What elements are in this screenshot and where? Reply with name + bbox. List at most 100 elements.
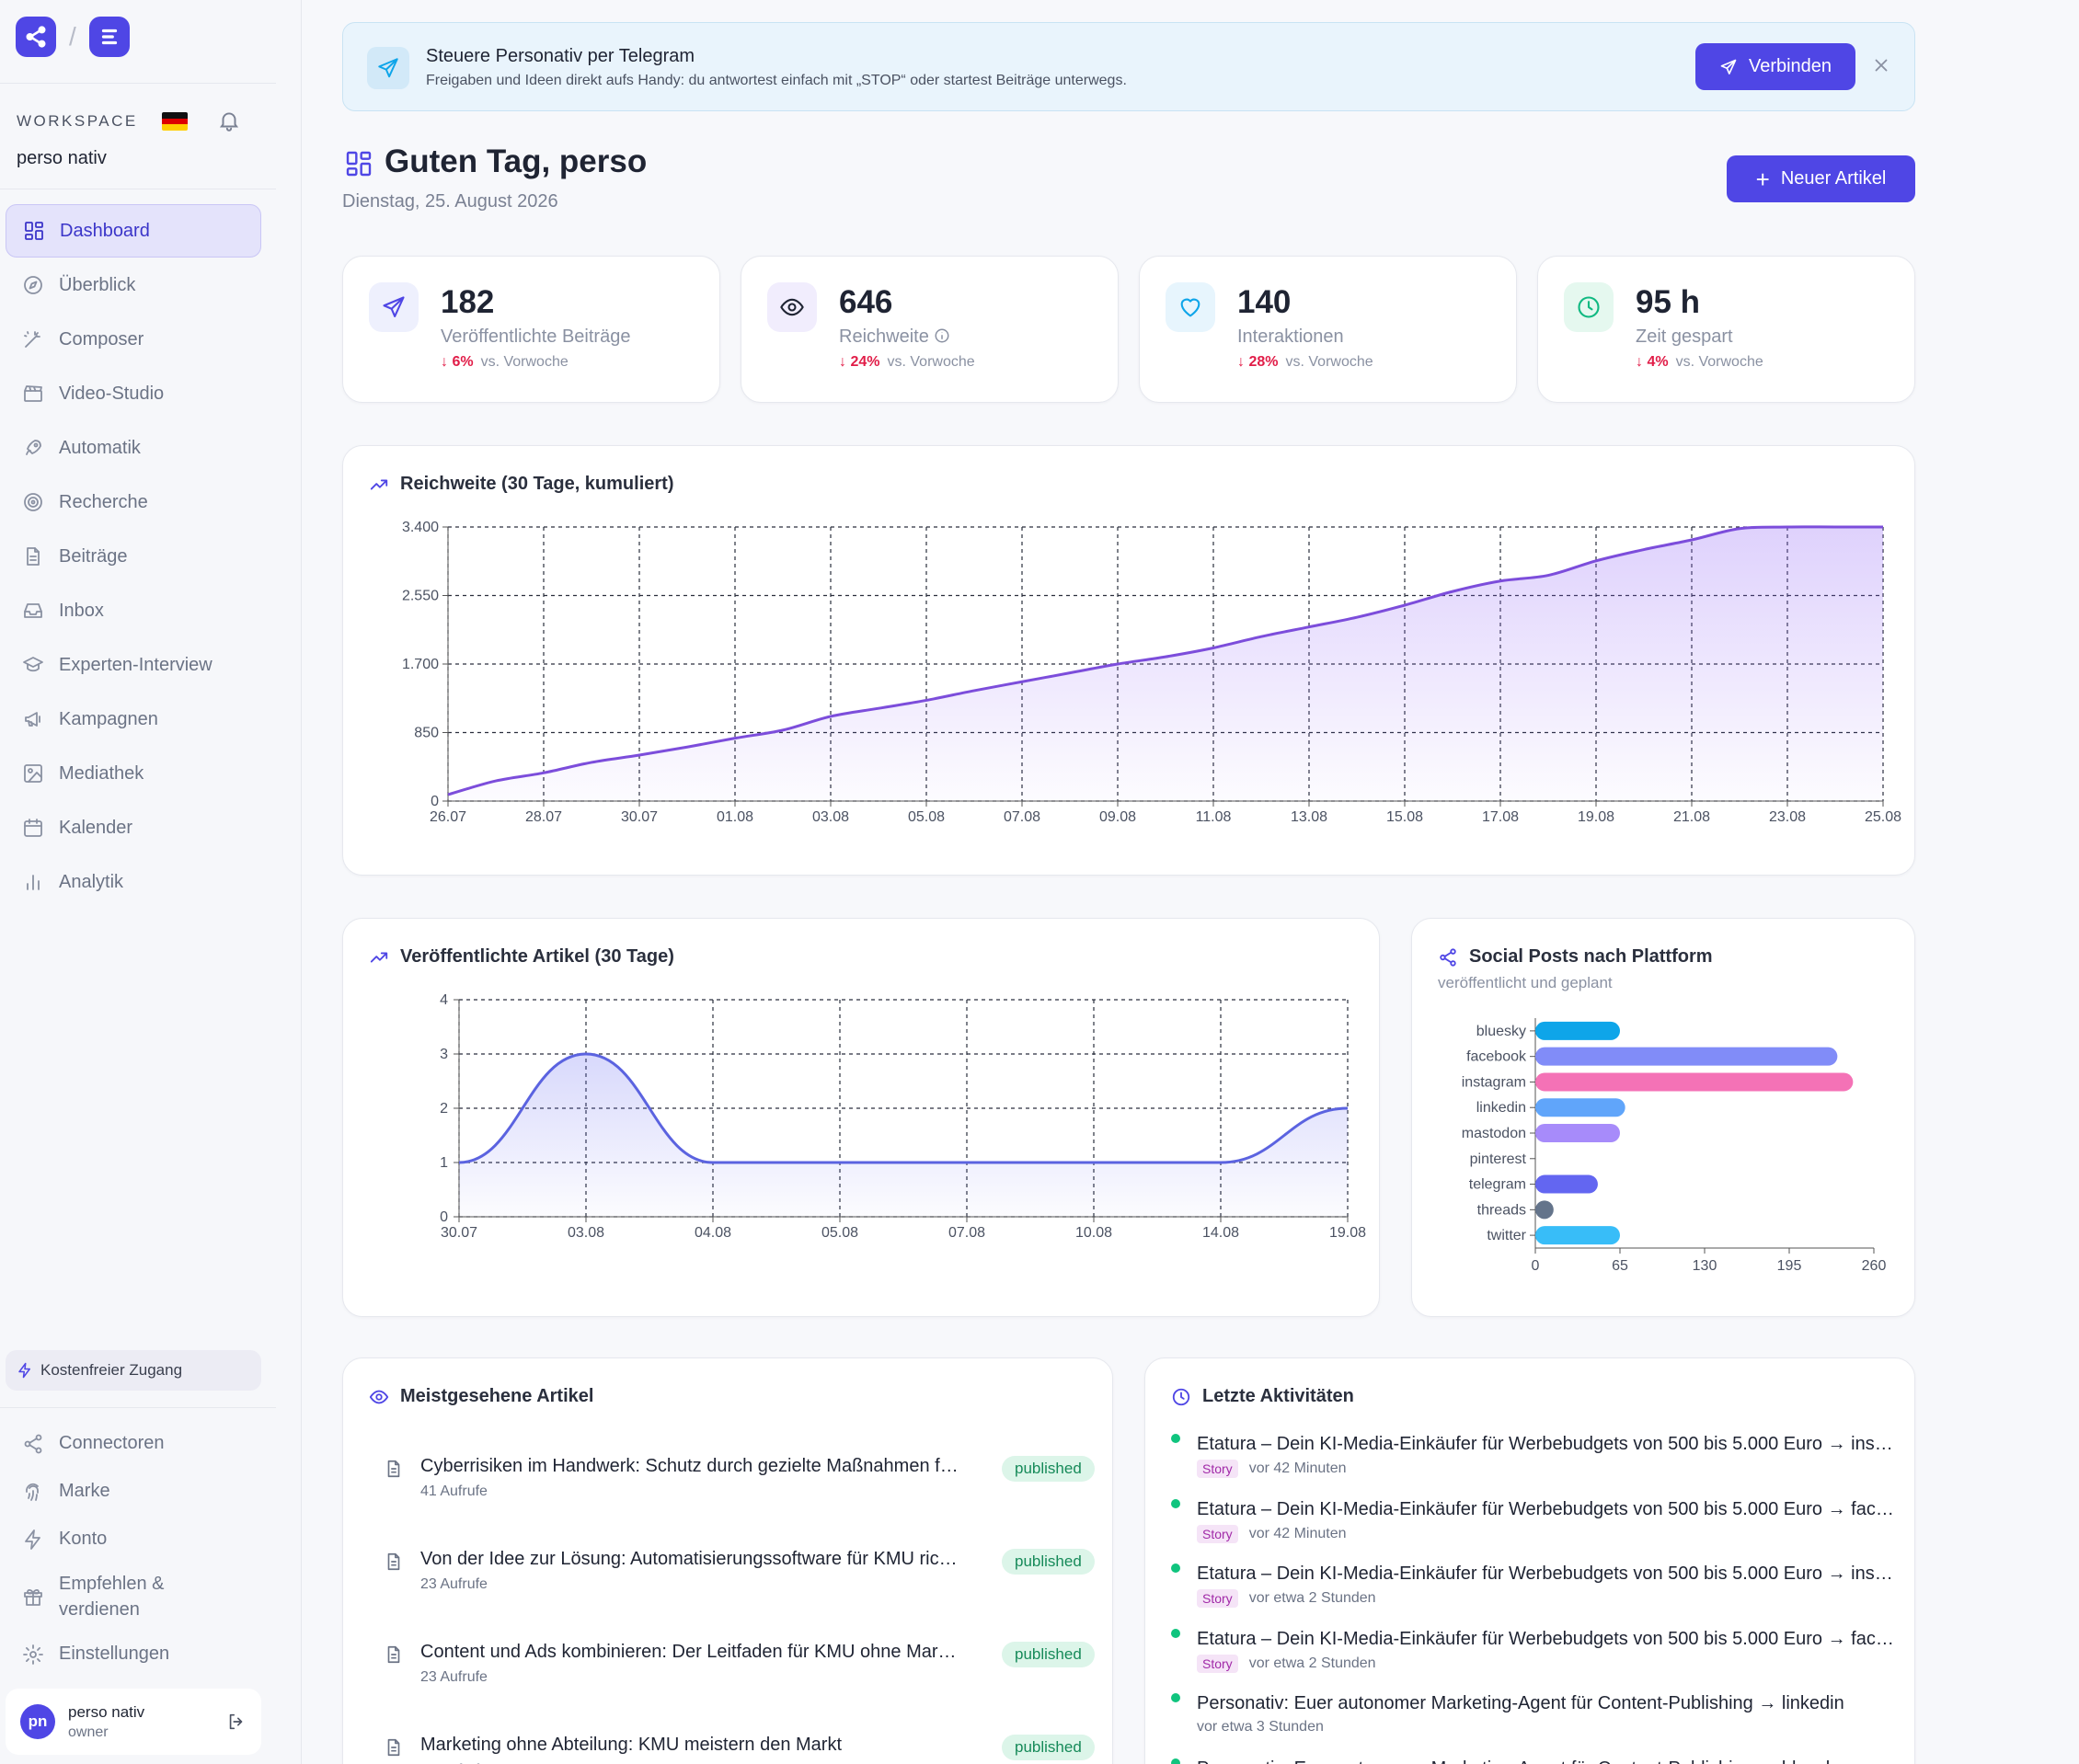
info-icon[interactable] bbox=[934, 327, 950, 344]
activity-time: vor etwa 3 Stunden bbox=[1197, 1719, 1324, 1735]
connect-telegram-button[interactable]: Verbinden bbox=[1695, 43, 1855, 90]
activity-item[interactable]: Etatura – Dein KI-Media-Einkäufer für We… bbox=[1171, 1494, 1907, 1558]
y-tick-label: 2.550 bbox=[402, 589, 439, 604]
nav-item-konto[interactable]: Konto bbox=[6, 1516, 261, 1563]
logout-icon[interactable] bbox=[226, 1712, 247, 1732]
nav-item-video-studio[interactable]: Video-Studio bbox=[6, 367, 261, 420]
x-tick-label: 07.08 bbox=[948, 1225, 985, 1241]
y-tick-label: 3.400 bbox=[402, 520, 439, 535]
reach-chart-title: Reichweite (30 Tage, kumuliert) bbox=[400, 474, 674, 494]
status-dot bbox=[1171, 1498, 1180, 1508]
user-card[interactable]: pn perso nativ owner bbox=[6, 1689, 261, 1755]
user-name: perso nativ bbox=[68, 1702, 145, 1721]
nav-item-dashboard[interactable]: Dashboard bbox=[6, 204, 261, 258]
nav-item-automatik[interactable]: Automatik bbox=[6, 421, 261, 475]
nav-item-überblick[interactable]: Überblick bbox=[6, 258, 261, 312]
app-logo-icon[interactable] bbox=[88, 17, 130, 57]
kpi-value: 182 bbox=[441, 284, 495, 320]
x-tick-label: 19.08 bbox=[1578, 809, 1614, 825]
status-dot bbox=[1171, 1693, 1180, 1703]
kpi-icon-badge bbox=[767, 282, 817, 332]
sidebar: / WORKSPACE perso nativ Dashboard Überbli… bbox=[0, 0, 302, 1764]
activity-text: Etatura – Dein KI-Media-Einkäufer für We… bbox=[1197, 1628, 1896, 1649]
new-article-button[interactable]: + Neuer Artikel bbox=[1727, 155, 1915, 202]
articles-chart-title: Veröffentlichte Artikel (30 Tage) bbox=[400, 946, 674, 967]
activity-time: vor etwa 2 Stunden bbox=[1248, 1590, 1376, 1607]
articles-area bbox=[459, 1054, 1348, 1217]
kpi-card: 95 h Zeit gespart ↓ 4% vs. Vorwoche bbox=[1537, 256, 1915, 403]
x-tick-label: 30.07 bbox=[621, 809, 658, 825]
nav-item-empfehlen-verdienen[interactable]: Empfehlen & verdienen bbox=[6, 1564, 261, 1630]
image-icon bbox=[24, 764, 42, 783]
article-row[interactable]: Von der Idee zur Lösung: Automatisierung… bbox=[369, 1543, 1095, 1635]
bell-icon[interactable] bbox=[217, 109, 241, 132]
nav-item-label: Analytik bbox=[59, 871, 124, 892]
activity-text: Etatura – Dein KI-Media-Einkäufer für We… bbox=[1197, 1434, 1896, 1454]
platform-chart-title: Social Posts nach Plattform bbox=[1469, 946, 1713, 967]
file-icon bbox=[27, 547, 40, 566]
workspace-name[interactable]: perso nativ bbox=[17, 148, 107, 168]
wand-icon bbox=[24, 331, 40, 348]
y-tick-label: 0 bbox=[431, 794, 439, 809]
x-tick-label: 11.08 bbox=[1196, 809, 1232, 825]
activity-text: Etatura – Dein KI-Media-Einkäufer für We… bbox=[1197, 1564, 1896, 1585]
y-tick-label: 4 bbox=[440, 992, 448, 1008]
nav-item-label: Automatik bbox=[59, 437, 141, 458]
activity-item[interactable]: Etatura – Dein KI-Media-Einkäufer für We… bbox=[1171, 1558, 1907, 1622]
article-row[interactable]: Content und Ads kombinieren: Der Leitfad… bbox=[369, 1636, 1095, 1728]
nav-item-marke[interactable]: Marke bbox=[6, 1468, 261, 1515]
article-title: Marketing ohne Abteilung: KMU meistern d… bbox=[420, 1735, 842, 1755]
y-tick-label: 1.700 bbox=[402, 657, 439, 672]
x-tick-label: 23.08 bbox=[1769, 809, 1806, 825]
x-tick-label: 09.08 bbox=[1099, 809, 1136, 825]
x-tick-label: 0 bbox=[1532, 1258, 1540, 1274]
nav-item-kalender[interactable]: Kalender bbox=[6, 801, 261, 854]
german-flag-icon[interactable] bbox=[162, 112, 188, 131]
arrow-down-icon: ↓ bbox=[1237, 354, 1245, 370]
y-tick-label: 3 bbox=[440, 1047, 448, 1062]
platform-chart-title-row: Social Posts nach Plattform bbox=[1438, 946, 1713, 968]
nav-item-einstellungen[interactable]: Einstellungen bbox=[6, 1631, 261, 1678]
nav-item-experten-interview[interactable]: Experten-Interview bbox=[6, 638, 261, 692]
activity-item[interactable]: Etatura – Dein KI-Media-Einkäufer für We… bbox=[1171, 1428, 1907, 1493]
x-tick-label: 01.08 bbox=[717, 809, 753, 825]
divider bbox=[0, 1407, 276, 1408]
nav-item-mediathek[interactable]: Mediathek bbox=[6, 747, 261, 800]
kpi-value: 140 bbox=[1237, 284, 1292, 320]
status-badge: published bbox=[1002, 1642, 1095, 1667]
activity-item[interactable]: Etatura – Dein KI-Media-Einkäufer für We… bbox=[1171, 1623, 1907, 1688]
status-badge: published bbox=[1002, 1549, 1095, 1575]
arrow-down-icon: ↓ bbox=[1636, 354, 1643, 370]
nav-item-recherche[interactable]: Recherche bbox=[6, 475, 261, 529]
nav-item-analytik[interactable]: Analytik bbox=[6, 855, 261, 909]
nav-item-label: Marke bbox=[59, 1481, 110, 1501]
article-title: Content und Ads kombinieren: Der Leitfad… bbox=[420, 1642, 963, 1662]
status-dot bbox=[1171, 1628, 1180, 1638]
bar-instagram bbox=[1535, 1072, 1854, 1092]
articles-chart-title-row: Veröffentlichte Artikel (30 Tage) bbox=[369, 946, 674, 968]
nav-item-composer[interactable]: Composer bbox=[6, 313, 261, 366]
clock-icon bbox=[1578, 296, 1600, 318]
x-tick-label: 260 bbox=[1862, 1258, 1887, 1274]
free-access-badge[interactable]: Kostenfreier Zugang bbox=[6, 1350, 261, 1391]
nav-item-kampagnen[interactable]: Kampagnen bbox=[6, 693, 261, 746]
platform-chart-subtitle: veröffentlicht und geplant bbox=[1438, 974, 1613, 991]
workspace-label: WORKSPACE bbox=[17, 112, 138, 130]
bar-linkedin bbox=[1535, 1098, 1625, 1117]
share-logo-icon[interactable] bbox=[16, 17, 56, 57]
article-row[interactable]: Cyberrisiken im Handwerk: Schutz durch g… bbox=[369, 1450, 1095, 1542]
x-tick-label: 07.08 bbox=[1004, 809, 1040, 825]
user-role: owner bbox=[68, 1724, 109, 1740]
activity-item[interactable]: Personativ: Euer autonomer Marketing-Age… bbox=[1171, 1753, 1907, 1764]
arrow-down-icon: ↓ bbox=[441, 354, 448, 370]
nav-item-inbox[interactable]: Inbox bbox=[6, 584, 261, 637]
kpi-card: 182 Veröffentlichte Beiträge ↓ 6% vs. Vorwo… bbox=[342, 256, 720, 403]
activity-meta: Story vor 42 Minuten bbox=[1197, 1524, 1347, 1543]
kpi-delta: ↓ 28% vs. Vorwoche bbox=[1237, 354, 1373, 370]
nav-item-beiträge[interactable]: Beiträge bbox=[6, 530, 261, 583]
x-tick-label: 05.08 bbox=[821, 1225, 858, 1241]
nav-item-connectoren[interactable]: Connectoren bbox=[6, 1420, 261, 1467]
article-row[interactable]: Marketing ohne Abteilung: KMU meistern d… bbox=[369, 1729, 1095, 1764]
activity-item[interactable]: Personativ: Euer autonomer Marketing-Age… bbox=[1171, 1688, 1907, 1752]
close-icon[interactable] bbox=[1871, 55, 1891, 75]
